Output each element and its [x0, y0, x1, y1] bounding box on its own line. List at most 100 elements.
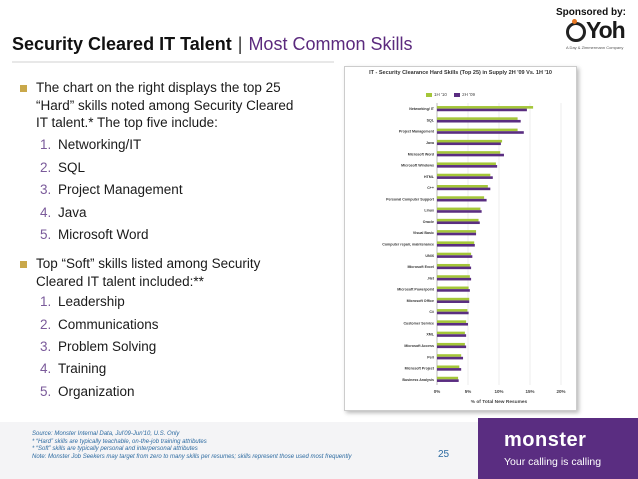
chart-plot: 0% 5% 10% 15% 20% Networking/ IT SQL Project Ma…: [382, 103, 566, 405]
category-label: C++: [427, 186, 434, 190]
monster-logo-text: monster: [504, 429, 587, 451]
soft-skill-item-3: 3. Problem Solving: [40, 339, 156, 354]
bar: [437, 342, 465, 346]
soft-skill-number: 1.: [40, 294, 52, 309]
soft-skill-label: Organization: [58, 384, 135, 399]
x-tick-label: 15%: [525, 389, 534, 394]
hard-skill-label: Microsoft Word: [58, 227, 149, 242]
bar: [437, 275, 470, 278]
legend-label: 1H '10: [434, 92, 447, 97]
bar: [437, 187, 491, 191]
bar: [437, 365, 460, 369]
category-label: Microsoft Office: [407, 299, 434, 303]
x-tick-label: 5%: [465, 389, 472, 394]
bar: [437, 252, 472, 256]
soft-skills-intro: Top “Soft” skills listed among Security …: [36, 256, 261, 289]
bar: [437, 297, 470, 301]
x-tick-label: 0%: [434, 389, 441, 394]
hard-skill-item-4: 4. Java: [40, 205, 87, 220]
bar: [437, 263, 470, 267]
bar: [437, 334, 467, 337]
bar: [437, 320, 467, 323]
category-label: Computer repair, maintenance: [382, 243, 434, 247]
category-label: Visual Basic: [413, 231, 434, 235]
hard-skills-chart: IT - Security Clearance Hard Skills (Top…: [344, 66, 577, 411]
title-main: Security Cleared IT Talent: [12, 34, 232, 54]
title-separator: |: [237, 34, 243, 54]
bar: [437, 198, 487, 202]
soft-skill-label: Training: [58, 361, 107, 376]
bar: [437, 356, 464, 360]
soft-skill-number: 5.: [40, 384, 52, 399]
monster-tagline: Your calling is calling: [504, 456, 602, 468]
hard-skill-item-1: 1. Networking/IT: [40, 137, 141, 152]
hard-skill-label: Java: [58, 205, 87, 220]
soft-skill-item-2: 2. Communications: [40, 317, 159, 332]
category-label: Perl: [427, 355, 434, 359]
hard-skill-item-5: 5. Microsoft Word: [40, 227, 149, 242]
category-label: C#: [429, 310, 434, 314]
bar: [437, 376, 459, 380]
category-label: XML: [426, 333, 434, 337]
bar: [437, 117, 518, 120]
sponsor-label: Sponsored by:: [555, 7, 626, 18]
soft-skill-number: 4.: [40, 361, 52, 376]
bar: [437, 286, 469, 290]
bar: [437, 322, 468, 326]
bar: [437, 309, 468, 312]
yoh-logo-dot-icon: [572, 19, 577, 24]
category-label: Business Analysis: [402, 378, 434, 382]
monster-brand-bar: monster Your calling is calling: [478, 418, 638, 479]
bullet-square-icon: [20, 85, 27, 92]
hard-skill-item-3: 3. Project Management: [40, 182, 183, 197]
bar: [437, 354, 462, 357]
bar: [437, 368, 462, 371]
hard-skill-number: 4.: [40, 205, 52, 220]
category-label: Personal Computer Support: [386, 197, 435, 201]
category-label: SQL: [427, 118, 435, 122]
category-label: Microsoft Windows: [401, 164, 434, 168]
bar: [437, 311, 469, 315]
soft-skill-number: 3.: [40, 339, 52, 354]
legend-swatch: [426, 92, 432, 97]
x-tick-label: 20%: [556, 389, 565, 394]
legend-swatch: [454, 92, 461, 97]
bar: [437, 289, 470, 292]
bar: [437, 210, 482, 213]
category-label: Microsoft Powerpoint: [397, 288, 435, 292]
category-label: UNIX: [425, 254, 434, 258]
category-label: Microsoft Access: [404, 344, 434, 348]
footer-source: Source: Monster Internal Data, Jul'09-Ju…: [32, 431, 180, 437]
yoh-logo-text: Yoh: [586, 17, 626, 43]
hard-skill-label: SQL: [58, 160, 86, 175]
category-label: Microsoft Word: [408, 152, 434, 156]
soft-skill-label: Leadership: [58, 294, 125, 309]
hard-skill-number: 3.: [40, 182, 52, 197]
chart-title: IT - Security Clearance Hard Skills (Top…: [369, 70, 552, 76]
chart-legend: 1H '10 2H '09: [420, 92, 475, 97]
soft-skill-label: Communications: [58, 317, 159, 332]
footer-soft-note: * “Soft” skills are typically personal a…: [32, 446, 198, 453]
bar: [437, 345, 467, 349]
bar: [437, 151, 501, 154]
bar: [437, 255, 473, 258]
category-label: Java: [426, 141, 435, 145]
bar: [437, 277, 472, 281]
footer-background: [0, 422, 478, 479]
soft-skill-item-1: 1. Leadership: [40, 294, 125, 309]
page-title: Security Cleared IT Talent | Most Common S…: [12, 34, 412, 55]
bar: [437, 230, 477, 233]
bar: [437, 379, 459, 382]
bar: [437, 165, 498, 168]
hard-skill-number: 2.: [40, 160, 52, 175]
category-label: Microsoft Excel: [407, 265, 434, 269]
hard-skill-number: 1.: [40, 137, 52, 152]
x-axis-label: % of Total New Resumes: [471, 399, 528, 405]
bar: [437, 139, 503, 143]
bar: [437, 162, 496, 166]
footer-method-note: Note: Monster Job Seekers may target fro…: [32, 453, 352, 460]
bar: [437, 131, 524, 134]
hard-skill-label: Networking/IT: [58, 137, 142, 152]
bar: [437, 218, 479, 222]
bar: [437, 266, 472, 270]
